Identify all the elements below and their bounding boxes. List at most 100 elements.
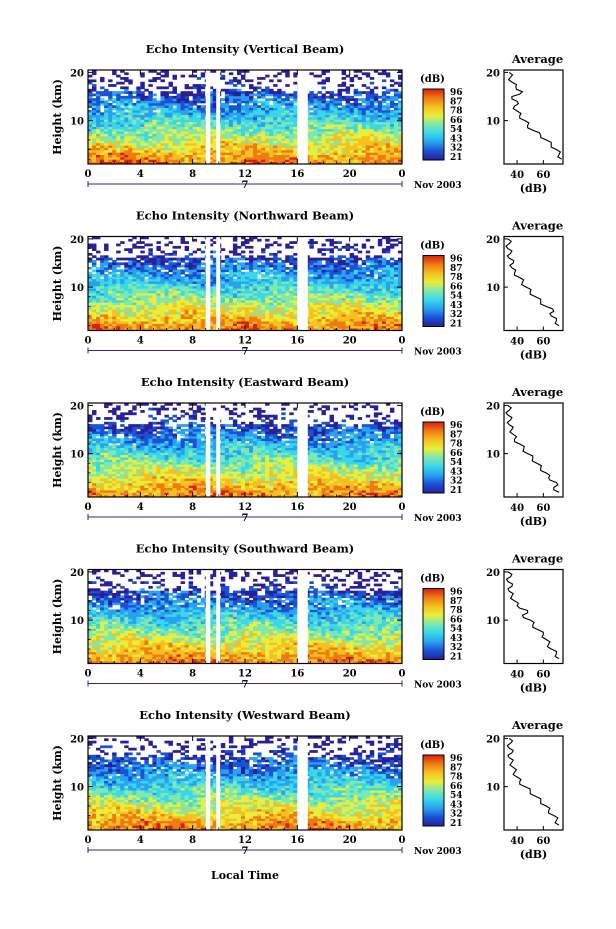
heatmap-cell [289,288,294,291]
heatmap-cell [321,267,326,270]
heatmap-cell [184,126,190,130]
heatmap-cell [261,281,266,284]
heatmap-cell [160,264,165,268]
heatmap-cell [325,307,330,310]
heatmap-cell [385,121,391,125]
heatmap-cell [273,297,278,301]
heatmap-cell [240,318,246,322]
heatmap-cell [265,100,270,104]
heatmap-cell [289,307,294,310]
heatmap-cell [96,159,101,163]
heatmap-cell [245,140,250,144]
heatmap-cell [353,114,359,118]
heatmap-cell [224,147,230,151]
heatmap-cell [269,159,274,163]
heatmap-cell [236,119,242,123]
heatmap-cell [156,264,161,268]
heatmap-cell [345,161,351,165]
heatmap-cell [261,304,266,308]
heatmap-cell [385,328,391,331]
heatmap-cell [257,292,262,296]
heatmap-cell [257,325,262,329]
heatmap-cell [389,325,395,329]
heatmap-cell [240,299,246,303]
heatmap-cell [289,109,294,113]
heatmap-cell [232,149,238,153]
heatmap-cell [253,307,258,310]
heatmap-cell [236,281,242,284]
heatmap-cell [132,128,137,132]
heatmap-cell [148,321,153,324]
heatmap-cell [176,274,181,277]
heatmap-cell [236,121,242,125]
heatmap-cell [369,271,375,275]
heatmap-cell [184,95,190,99]
heatmap-cell [269,252,274,256]
heatmap-cell [349,140,355,144]
heatmap-cell [88,98,93,101]
heatmap-cell [224,149,230,153]
heatmap-cell [172,119,177,123]
heatmap-cell [365,109,371,113]
heatmap-cell [341,269,347,273]
heatmap-cell [369,133,375,137]
heatmap-cell [136,276,141,280]
heatmap-cell [293,145,298,148]
heatmap-cell [309,149,314,153]
colorbar [422,88,445,161]
heatmap-cell [381,147,387,151]
heatmap-cell [144,159,149,163]
heatmap-cell [361,100,367,104]
heatmap-cell [313,264,318,268]
heatmap-cell [144,288,149,291]
heatmap-cell [120,149,125,153]
heatmap-cell [184,269,190,273]
heatmap-cell [148,262,153,266]
heatmap-cell [168,299,173,303]
heatmap-cell [224,264,230,268]
heatmap-cell [321,93,326,97]
heatmap-cell [144,147,149,151]
heatmap-cell [281,325,286,329]
heatmap-cell [245,311,250,315]
heatmap-cell [253,274,258,277]
heatmap-cell [349,257,355,261]
heatmap-cell [265,288,270,291]
heatmap-cell [373,299,379,303]
heatmap-cell [325,321,330,324]
heatmap-cell [208,138,214,141]
heatmap-cell [349,325,355,329]
heatmap-cell [309,91,314,94]
heatmap-cell [144,264,149,268]
heatmap-cell [112,292,117,296]
heatmap-cell [277,107,282,111]
heatmap-cell [269,318,274,322]
heatmap-cell [172,292,177,296]
heatmap-cell [273,323,278,327]
heatmap-cell [273,290,278,294]
heatmap-cell [353,276,359,280]
heatmap-cell [277,112,282,116]
heatmap-cell [196,126,202,130]
heatmap-cell [329,269,334,273]
heatmap-cell [393,323,399,327]
heatmap-cell [104,307,109,310]
heatmap-cell [184,274,190,277]
heatmap-cell [285,135,290,139]
heatmap-cell [144,124,149,127]
heatmap-cell [341,70,347,73]
heatmap-cell [100,318,105,322]
heatmap-cell [341,140,347,144]
heatmap-cell [281,281,286,284]
heatmap-cell [208,309,214,313]
heatmap-cell [373,302,379,306]
heatmap-cell [333,102,338,106]
heatmap-cell [120,128,125,132]
heatmap-cell [341,135,347,139]
heatmap-cell [337,283,343,287]
heatmap-cell [196,325,202,329]
heatmap-cell [309,100,314,104]
heatmap-cell [192,269,198,273]
heatmap-cell [212,93,218,97]
heatmap-cell [104,145,109,148]
